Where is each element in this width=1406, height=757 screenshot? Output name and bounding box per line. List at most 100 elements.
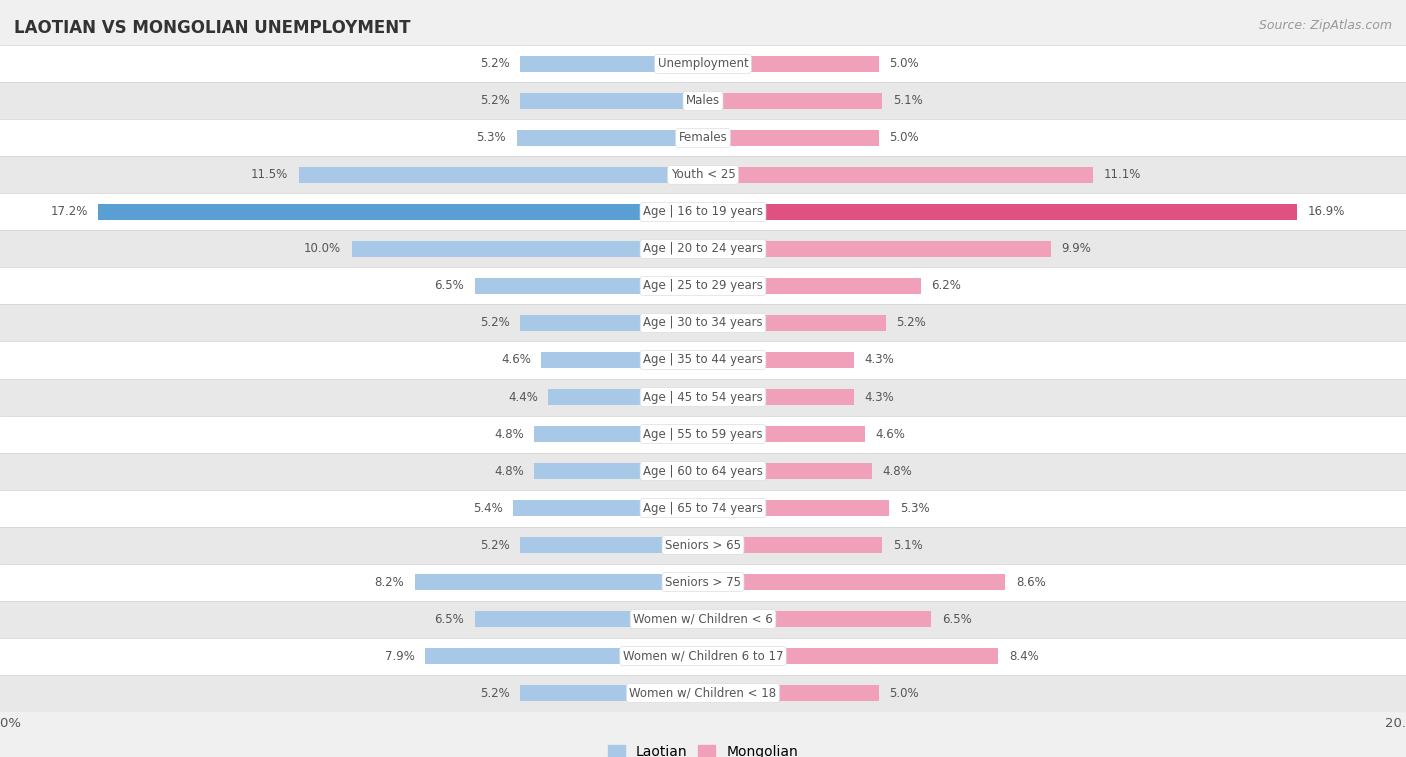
Text: 6.5%: 6.5% — [434, 279, 464, 292]
Bar — [0, 304, 1406, 341]
Text: Age | 60 to 64 years: Age | 60 to 64 years — [643, 465, 763, 478]
Bar — [703, 55, 879, 72]
Bar — [520, 92, 703, 109]
Text: 11.5%: 11.5% — [252, 169, 288, 182]
Text: 5.3%: 5.3% — [900, 502, 929, 515]
Bar — [703, 129, 879, 146]
Text: 6.5%: 6.5% — [434, 612, 464, 625]
Text: 8.6%: 8.6% — [1015, 575, 1046, 588]
Text: 10.0%: 10.0% — [304, 242, 340, 255]
Bar — [703, 574, 1005, 590]
Bar — [0, 194, 1406, 230]
Text: Seniors > 65: Seniors > 65 — [665, 538, 741, 552]
Bar — [548, 388, 703, 405]
Text: 5.1%: 5.1% — [893, 95, 922, 107]
Text: 5.2%: 5.2% — [897, 316, 927, 329]
Bar — [703, 92, 883, 109]
Bar — [475, 278, 703, 294]
Bar — [703, 537, 883, 553]
Text: 4.3%: 4.3% — [865, 391, 894, 403]
Bar — [534, 463, 703, 479]
Bar — [703, 352, 855, 369]
Bar — [703, 388, 855, 405]
Text: Women w/ Children 6 to 17: Women w/ Children 6 to 17 — [623, 650, 783, 662]
Text: 5.4%: 5.4% — [472, 502, 503, 515]
Bar — [703, 685, 879, 702]
Text: Age | 20 to 24 years: Age | 20 to 24 years — [643, 242, 763, 255]
Text: Females: Females — [679, 132, 727, 145]
Bar — [513, 500, 703, 516]
Text: 5.0%: 5.0% — [889, 132, 920, 145]
Bar — [517, 129, 703, 146]
Text: 5.0%: 5.0% — [889, 687, 920, 699]
Text: Males: Males — [686, 95, 720, 107]
Text: 9.9%: 9.9% — [1062, 242, 1091, 255]
Bar — [0, 378, 1406, 416]
Bar — [703, 278, 921, 294]
Text: 5.2%: 5.2% — [479, 316, 510, 329]
Text: 5.1%: 5.1% — [893, 538, 922, 552]
Bar — [703, 315, 886, 332]
Text: 11.1%: 11.1% — [1104, 169, 1142, 182]
Bar — [0, 230, 1406, 267]
Bar — [534, 425, 703, 442]
Bar — [0, 637, 1406, 674]
Bar — [0, 600, 1406, 637]
Bar — [0, 45, 1406, 83]
Bar — [0, 490, 1406, 527]
Text: Source: ZipAtlas.com: Source: ZipAtlas.com — [1258, 19, 1392, 32]
Bar — [0, 563, 1406, 600]
Text: Age | 35 to 44 years: Age | 35 to 44 years — [643, 354, 763, 366]
Bar — [0, 416, 1406, 453]
Bar — [0, 267, 1406, 304]
Text: 4.8%: 4.8% — [494, 465, 524, 478]
Bar — [520, 685, 703, 702]
Bar — [520, 315, 703, 332]
Bar — [0, 527, 1406, 563]
Bar — [520, 55, 703, 72]
Bar — [352, 241, 703, 257]
Bar — [703, 500, 889, 516]
Text: LAOTIAN VS MONGOLIAN UNEMPLOYMENT: LAOTIAN VS MONGOLIAN UNEMPLOYMENT — [14, 19, 411, 37]
Text: 6.2%: 6.2% — [932, 279, 962, 292]
Bar — [703, 425, 865, 442]
Text: Age | 55 to 59 years: Age | 55 to 59 years — [643, 428, 763, 441]
Text: 8.4%: 8.4% — [1010, 650, 1039, 662]
Text: Age | 25 to 29 years: Age | 25 to 29 years — [643, 279, 763, 292]
Bar — [703, 463, 872, 479]
Text: Seniors > 75: Seniors > 75 — [665, 575, 741, 588]
Text: 4.8%: 4.8% — [494, 428, 524, 441]
Bar — [0, 120, 1406, 157]
Text: 5.2%: 5.2% — [479, 95, 510, 107]
Bar — [475, 611, 703, 628]
Text: Age | 30 to 34 years: Age | 30 to 34 years — [643, 316, 763, 329]
Bar — [703, 241, 1052, 257]
Bar — [0, 341, 1406, 378]
Bar — [703, 611, 932, 628]
Text: 4.6%: 4.6% — [875, 428, 905, 441]
Text: 16.9%: 16.9% — [1308, 205, 1346, 219]
Text: Age | 16 to 19 years: Age | 16 to 19 years — [643, 205, 763, 219]
Bar — [703, 167, 1094, 183]
Text: Women w/ Children < 18: Women w/ Children < 18 — [630, 687, 776, 699]
Text: Women w/ Children < 6: Women w/ Children < 6 — [633, 612, 773, 625]
Bar — [415, 574, 703, 590]
Text: Unemployment: Unemployment — [658, 58, 748, 70]
Bar — [703, 648, 998, 665]
Text: 4.4%: 4.4% — [508, 391, 537, 403]
Bar — [0, 674, 1406, 712]
Bar — [541, 352, 703, 369]
Text: 5.0%: 5.0% — [889, 58, 920, 70]
Bar — [0, 83, 1406, 120]
Text: 7.9%: 7.9% — [385, 650, 415, 662]
Text: 5.3%: 5.3% — [477, 132, 506, 145]
Text: 5.2%: 5.2% — [479, 538, 510, 552]
Text: 8.2%: 8.2% — [374, 575, 405, 588]
Bar — [98, 204, 703, 220]
Text: 4.6%: 4.6% — [501, 354, 531, 366]
Text: 6.5%: 6.5% — [942, 612, 972, 625]
Text: Age | 45 to 54 years: Age | 45 to 54 years — [643, 391, 763, 403]
Legend: Laotian, Mongolian: Laotian, Mongolian — [602, 740, 804, 757]
Text: 5.2%: 5.2% — [479, 687, 510, 699]
Bar — [0, 157, 1406, 194]
